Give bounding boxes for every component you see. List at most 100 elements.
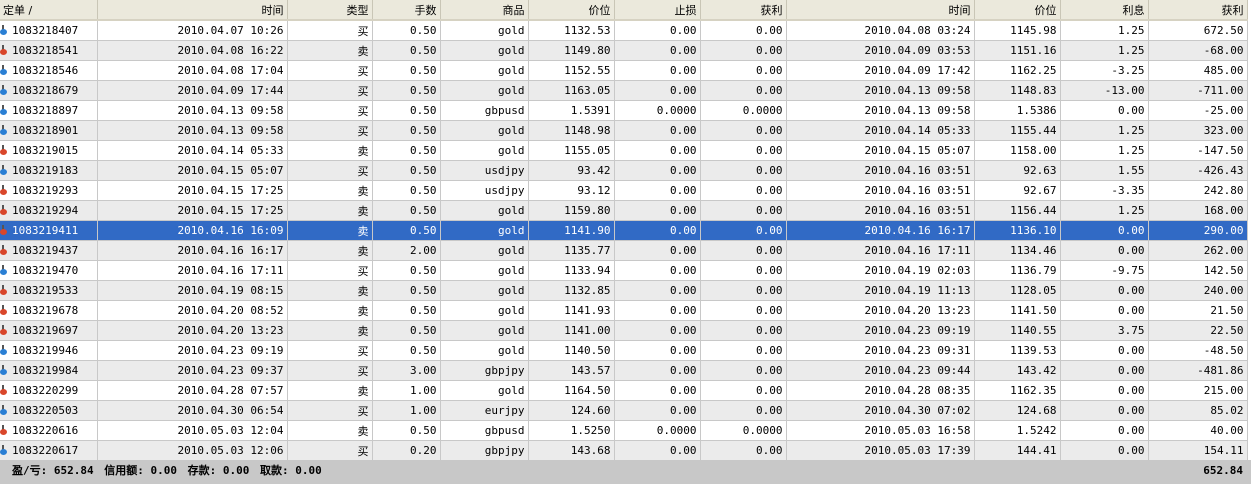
table-row[interactable]: 1083218897 2010.04.13 09:58 买 0.50 gbpusd 1.5… bbox=[0, 100, 1248, 121]
cell-take-profit: 0.00 bbox=[700, 380, 787, 401]
table-row[interactable]: 1083219697 2010.04.20 13:23 卖 0.50 gold 1141.… bbox=[0, 320, 1248, 341]
cell-stop-loss: 0.00 bbox=[614, 160, 701, 181]
table-row[interactable]: 1083218546 2010.04.08 17:04 买 0.50 gold 1152.… bbox=[0, 60, 1248, 81]
cell-type: 卖 bbox=[287, 420, 373, 441]
table-row[interactable]: 1083219437 2010.04.16 16:17 卖 2.00 gold 1135.… bbox=[0, 240, 1248, 261]
cell-profit: -48.50 bbox=[1148, 340, 1248, 361]
cell-take-profit: 0.00 bbox=[700, 360, 787, 381]
cell-type: 卖 bbox=[287, 320, 373, 341]
cell-close-price: 1.5386 bbox=[974, 100, 1061, 121]
cell-lots: 0.50 bbox=[372, 340, 441, 361]
table-row[interactable]: 1083219946 2010.04.23 09:19 买 0.50 gold 1140.… bbox=[0, 340, 1248, 361]
table-row[interactable]: 1083220299 2010.04.28 07:57 卖 1.00 gold 1164.… bbox=[0, 380, 1248, 401]
cell-open-time: 2010.04.08 16:22 bbox=[97, 40, 288, 61]
table-row[interactable]: 1083219411 2010.04.16 16:09 卖 0.50 gold 1141.… bbox=[0, 220, 1248, 241]
profit-loss: 盈/亏: 652.84 bbox=[12, 464, 94, 477]
cell-open-price: 1135.77 bbox=[528, 240, 615, 261]
cell-open-time: 2010.04.13 09:58 bbox=[97, 120, 288, 141]
cell-open-price: 1159.80 bbox=[528, 200, 615, 221]
cell-type: 买 bbox=[287, 340, 373, 361]
cell-close-price: 92.67 bbox=[974, 180, 1061, 201]
table-row[interactable]: 1083220503 2010.04.30 06:54 买 1.00 eurjpy 124… bbox=[0, 400, 1248, 421]
table-row[interactable]: 1083219015 2010.04.14 05:33 卖 0.50 gold 1155.… bbox=[0, 140, 1248, 161]
cell-swap: 1.25 bbox=[1060, 20, 1149, 41]
column-header-order[interactable]: 定单 / bbox=[0, 0, 98, 21]
cell-close-time: 2010.05.03 17:39 bbox=[786, 440, 975, 461]
column-header-open-time[interactable]: 时间 bbox=[97, 0, 288, 21]
cell-close-time: 2010.04.14 05:33 bbox=[786, 120, 975, 141]
cell-profit: -481.86 bbox=[1148, 360, 1248, 381]
cell-swap: 0.00 bbox=[1060, 400, 1149, 421]
column-header-lots[interactable]: 手数 bbox=[372, 0, 441, 21]
cell-stop-loss: 0.00 bbox=[614, 140, 701, 161]
cell-lots: 0.50 bbox=[372, 300, 441, 321]
cell-open-time: 2010.04.19 08:15 bbox=[97, 280, 288, 301]
buy-order-icon bbox=[0, 265, 8, 275]
table-row[interactable]: 1083219183 2010.04.15 05:07 买 0.50 usdjpy 93.… bbox=[0, 160, 1248, 181]
cell-stop-loss: 0.00 bbox=[614, 280, 701, 301]
cell-open-time: 2010.04.28 07:57 bbox=[97, 380, 288, 401]
cell-order: 1083219946 bbox=[0, 340, 98, 361]
buy-order-icon bbox=[0, 165, 8, 175]
cell-take-profit: 0.00 bbox=[700, 440, 787, 461]
cell-open-price: 1163.05 bbox=[528, 80, 615, 101]
column-header-stop-loss[interactable]: 止损 bbox=[614, 0, 701, 21]
cell-type: 买 bbox=[287, 120, 373, 141]
sell-order-icon bbox=[0, 305, 8, 315]
table-row[interactable]: 1083219294 2010.04.15 17:25 卖 0.50 gold 1159.… bbox=[0, 200, 1248, 221]
table-row[interactable]: 1083218679 2010.04.09 17:44 买 0.50 gold 1163.… bbox=[0, 80, 1248, 101]
cell-open-time: 2010.04.20 13:23 bbox=[97, 320, 288, 341]
table-row[interactable]: 1083219293 2010.04.15 17:25 卖 0.50 usdjpy 93.… bbox=[0, 180, 1248, 201]
table-row[interactable]: 1083218541 2010.04.08 16:22 卖 0.50 gold 1149.… bbox=[0, 40, 1248, 61]
table-row[interactable]: 1083219678 2010.04.20 08:52 卖 0.50 gold 1141.… bbox=[0, 300, 1248, 321]
cell-profit: -426.43 bbox=[1148, 160, 1248, 181]
column-header-symbol[interactable]: 商品 bbox=[440, 0, 529, 21]
cell-lots: 0.50 bbox=[372, 20, 441, 41]
table-row[interactable]: 1083218901 2010.04.13 09:58 买 0.50 gold 1148.… bbox=[0, 120, 1248, 141]
cell-stop-loss: 0.00 bbox=[614, 120, 701, 141]
column-header-take-profit[interactable]: 获利 bbox=[700, 0, 787, 21]
cell-close-time: 2010.04.08 03:24 bbox=[786, 20, 975, 41]
column-header-open-price[interactable]: 价位 bbox=[528, 0, 615, 21]
credit: 信用额: 0.00 bbox=[104, 464, 177, 477]
cell-open-price: 1152.55 bbox=[528, 60, 615, 81]
column-header-close-time[interactable]: 时间 bbox=[786, 0, 975, 21]
cell-open-time: 2010.04.15 17:25 bbox=[97, 180, 288, 201]
sell-order-icon bbox=[0, 45, 8, 55]
cell-profit: 85.02 bbox=[1148, 400, 1248, 421]
cell-take-profit: 0.00 bbox=[700, 60, 787, 81]
column-header-close-price[interactable]: 价位 bbox=[974, 0, 1061, 21]
order-id: 1083218897 bbox=[12, 104, 79, 117]
column-header-swap[interactable]: 利息 bbox=[1060, 0, 1149, 21]
cell-swap: 0.00 bbox=[1060, 280, 1149, 301]
table-row[interactable]: 1083219470 2010.04.16 17:11 买 0.50 gold 1133.… bbox=[0, 260, 1248, 281]
table-row[interactable]: 1083220617 2010.05.03 12:06 买 0.20 gbpjpy 143… bbox=[0, 440, 1248, 461]
column-header-profit[interactable]: 获利 bbox=[1148, 0, 1248, 21]
cell-type: 买 bbox=[287, 360, 373, 381]
table-row[interactable]: 1083219533 2010.04.19 08:15 卖 0.50 gold 1132.… bbox=[0, 280, 1248, 301]
cell-open-time: 2010.05.03 12:04 bbox=[97, 420, 288, 441]
buy-order-icon bbox=[0, 405, 8, 415]
cell-swap: 0.00 bbox=[1060, 380, 1149, 401]
cell-open-time: 2010.04.15 17:25 bbox=[97, 200, 288, 221]
cell-stop-loss: 0.0000 bbox=[614, 100, 701, 121]
cell-profit: 323.00 bbox=[1148, 120, 1248, 141]
table-row[interactable]: 1083220616 2010.05.03 12:04 卖 0.50 gbpusd 1.5… bbox=[0, 420, 1248, 441]
cell-open-price: 1140.50 bbox=[528, 340, 615, 361]
cell-take-profit: 0.00 bbox=[700, 300, 787, 321]
column-header-type[interactable]: 类型 bbox=[287, 0, 373, 21]
cell-profit: 485.00 bbox=[1148, 60, 1248, 81]
cell-close-time: 2010.04.16 03:51 bbox=[786, 200, 975, 221]
cell-lots: 0.50 bbox=[372, 60, 441, 81]
cell-symbol: gold bbox=[440, 20, 529, 41]
table-row[interactable]: 1083219984 2010.04.23 09:37 买 3.00 gbpjpy 143… bbox=[0, 360, 1248, 381]
table-row[interactable]: 1083218407 2010.04.07 10:26 买 0.50 gold 1132.… bbox=[0, 20, 1248, 41]
cell-type: 卖 bbox=[287, 280, 373, 301]
cell-close-time: 2010.04.09 03:53 bbox=[786, 40, 975, 61]
cell-close-price: 1.5242 bbox=[974, 420, 1061, 441]
cell-order: 1083219183 bbox=[0, 160, 98, 181]
cell-order: 1083219697 bbox=[0, 320, 98, 341]
cell-close-price: 144.41 bbox=[974, 440, 1061, 461]
cell-symbol: gold bbox=[440, 140, 529, 161]
sell-order-icon bbox=[0, 205, 8, 215]
